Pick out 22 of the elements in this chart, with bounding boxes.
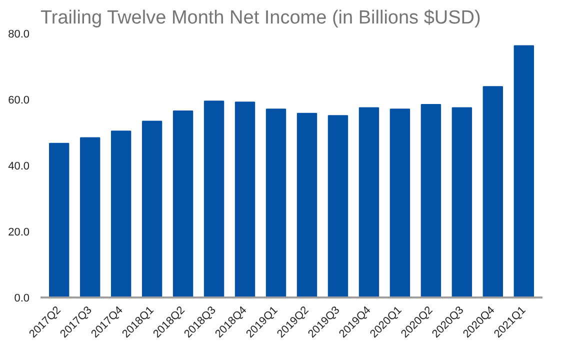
y-tick-label: 20.0 <box>8 226 30 238</box>
bar <box>266 108 286 298</box>
bar <box>328 115 348 298</box>
bar <box>172 110 194 298</box>
bar <box>204 100 224 298</box>
bar <box>358 107 380 298</box>
y-tick-label: 0.0 <box>14 292 30 304</box>
bar <box>142 120 162 298</box>
bar <box>482 86 504 298</box>
bar <box>452 107 472 298</box>
bar <box>296 112 318 298</box>
y-tick-label: 40.0 <box>8 160 30 172</box>
chart-title: Trailing Twelve Month Net Income (in Billions $USD) <box>40 8 481 28</box>
bar <box>514 45 534 298</box>
bar <box>80 137 100 298</box>
bar <box>110 130 132 298</box>
bar <box>390 108 410 298</box>
y-tick-label: 80.0 <box>8 28 30 40</box>
bar <box>48 142 70 298</box>
y-tick-label: 60.0 <box>8 94 30 106</box>
bar <box>420 104 442 298</box>
bar <box>234 102 256 298</box>
